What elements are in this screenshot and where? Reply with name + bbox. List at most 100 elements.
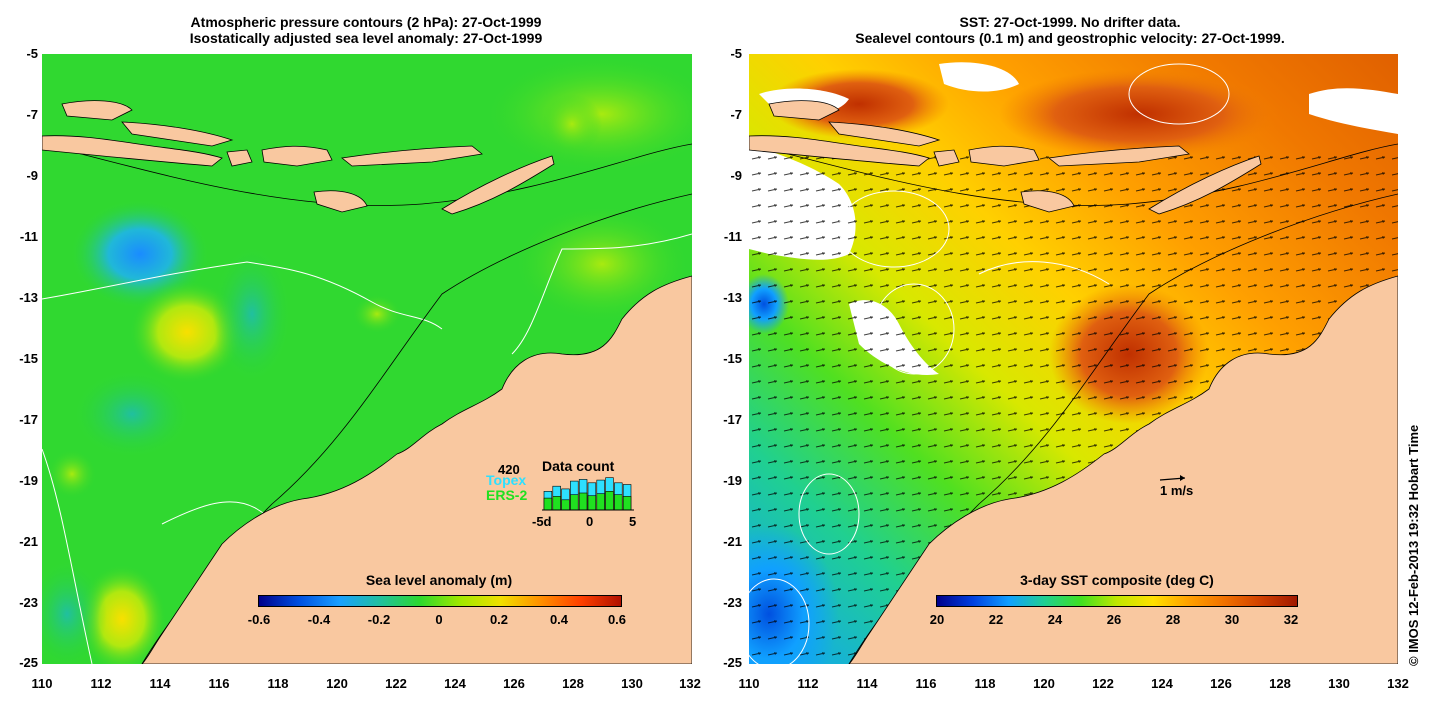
anomaly-lime-patch bbox=[352, 294, 402, 334]
topex-legend: Topex bbox=[486, 472, 527, 488]
anomaly-tick: -0.2 bbox=[367, 612, 391, 627]
sst-tick: 22 bbox=[988, 612, 1004, 627]
sst-tick: 32 bbox=[1283, 612, 1299, 627]
land-north-island bbox=[121, 121, 234, 147]
anomaly-colorbar: Sea level anomaly (m) -0.6 -0.4 -0.2 0 0… bbox=[248, 572, 626, 632]
lon-tick-label: 110 bbox=[31, 676, 53, 691]
ers2-count-bar bbox=[578, 492, 588, 511]
data-count-inset: 420 Topex ERS-2 Data count -5d 0 5 bbox=[482, 458, 642, 532]
ers2-legend: ERS-2 bbox=[486, 487, 528, 503]
land-sumbawa bbox=[968, 145, 1040, 167]
land-sumba bbox=[313, 190, 368, 213]
land-north-island bbox=[768, 100, 840, 121]
lat-tick-label: -9 bbox=[730, 168, 742, 183]
lon-tick-label: 130 bbox=[621, 676, 643, 691]
lat-tick-label: -9 bbox=[26, 168, 38, 183]
ers2-count-bar bbox=[622, 496, 632, 511]
lon-tick-label: 128 bbox=[1269, 676, 1291, 691]
lat-tick-label: -13 bbox=[723, 290, 742, 305]
sea-level-contour bbox=[838, 190, 950, 268]
anomaly-lime-patch bbox=[542, 94, 602, 154]
lon-tick-label: 114 bbox=[856, 676, 878, 691]
lat-tick-label: -21 bbox=[19, 534, 38, 549]
land-north-island bbox=[828, 121, 941, 147]
land-lombok bbox=[226, 149, 253, 167]
sea-level-contour bbox=[873, 283, 955, 375]
sst-tick: 28 bbox=[1165, 612, 1181, 627]
sst-warm-patch bbox=[769, 69, 949, 139]
pressure-contour bbox=[511, 233, 692, 355]
lon-tick-label: 122 bbox=[385, 676, 407, 691]
histogram-tick-label: 5 bbox=[629, 514, 637, 529]
histogram-tick-label: 0 bbox=[586, 514, 594, 529]
lon-tick-label: 122 bbox=[1092, 676, 1114, 691]
data-count-title: Data count bbox=[542, 458, 615, 474]
lat-tick-label: -19 bbox=[19, 473, 38, 488]
right-title-line2: Sealevel contours (0.1 m) and geostrophi… bbox=[855, 30, 1285, 46]
data-count-histogram bbox=[542, 477, 634, 511]
anomaly-colorbar-label: Sea level anomaly (m) bbox=[365, 572, 513, 588]
lon-tick-label: 128 bbox=[562, 676, 584, 691]
lon-tick-label: 124 bbox=[444, 676, 466, 691]
sst-tick: 20 bbox=[929, 612, 945, 627]
land-timor bbox=[1148, 155, 1262, 215]
lon-tick-label: 112 bbox=[90, 676, 112, 691]
sea-level-contour bbox=[749, 578, 810, 664]
anomaly-teal-patch bbox=[212, 244, 292, 384]
lon-tick-label: 120 bbox=[326, 676, 348, 691]
lat-tick-label: -23 bbox=[723, 595, 742, 610]
anomaly-tick: 0 bbox=[435, 612, 443, 627]
lat-tick-label: -25 bbox=[723, 655, 742, 670]
ers2-count-bar bbox=[614, 494, 623, 511]
sea-level-anomaly-map bbox=[42, 54, 692, 664]
ers2-count-bar bbox=[605, 490, 614, 511]
lon-tick-label: 132 bbox=[1387, 676, 1409, 691]
lon-tick-label: 116 bbox=[208, 676, 230, 691]
sst-tick: 30 bbox=[1224, 612, 1240, 627]
sst-tick: 26 bbox=[1106, 612, 1122, 627]
lon-tick-label: 126 bbox=[503, 676, 525, 691]
lat-tick-label: -17 bbox=[19, 412, 38, 427]
sea-level-contour bbox=[798, 473, 860, 555]
lon-tick-label: 124 bbox=[1151, 676, 1173, 691]
bathymetry-contour bbox=[749, 143, 1398, 206]
lon-tick-label: 114 bbox=[149, 676, 171, 691]
anomaly-teal-patch bbox=[72, 369, 192, 459]
ers2-count-bar bbox=[543, 497, 553, 511]
right-title-line1: SST: 27-Oct-1999. No drifter data. bbox=[959, 14, 1181, 30]
bathymetry-contour bbox=[42, 143, 692, 206]
anomaly-tick: -0.4 bbox=[307, 612, 331, 627]
pressure-contour bbox=[42, 261, 443, 330]
sst-colorbar-label: 3-day SST composite (deg C) bbox=[1020, 572, 1214, 588]
anomaly-color-ramp bbox=[258, 595, 622, 607]
sea-level-contour bbox=[1128, 63, 1230, 125]
histogram-tick-label: -5d bbox=[532, 514, 552, 529]
ers2-count-bar bbox=[570, 494, 579, 511]
velocity-scale-label: 1 m/s bbox=[1160, 483, 1194, 498]
lat-tick-label: -19 bbox=[723, 473, 742, 488]
anomaly-lime-patch bbox=[47, 449, 97, 499]
anomaly-tick: 0.4 bbox=[549, 612, 569, 627]
anomaly-teal-patch bbox=[42, 559, 107, 664]
no-data-cloud bbox=[1309, 88, 1398, 134]
land-sumba bbox=[1020, 190, 1075, 213]
left-title-line2: Isostatically adjusted sea level anomaly… bbox=[189, 30, 543, 46]
lat-tick-label: -15 bbox=[19, 351, 38, 366]
lon-tick-label: 110 bbox=[738, 676, 760, 691]
left-title: Atmospheric pressure contours (2 hPa): 2… bbox=[40, 14, 692, 46]
ers2-count-bar bbox=[596, 493, 605, 511]
land-java-bali bbox=[749, 135, 930, 167]
land-lombok bbox=[933, 149, 960, 167]
sea-level-contour bbox=[978, 261, 1110, 285]
lat-tick-label: -23 bbox=[19, 595, 38, 610]
anomaly-tick: 0.2 bbox=[489, 612, 509, 627]
lon-tick-label: 130 bbox=[1328, 676, 1350, 691]
land-flores bbox=[1048, 145, 1190, 167]
lon-tick-label: 120 bbox=[1033, 676, 1055, 691]
ers2-count-bar bbox=[587, 495, 597, 511]
lon-tick-label: 112 bbox=[797, 676, 819, 691]
lon-tick-label: 118 bbox=[974, 676, 996, 691]
land-timor bbox=[441, 155, 555, 215]
lat-tick-label: -25 bbox=[19, 655, 38, 670]
sst-colorbar: 3-day SST composite (deg C) 20 22 24 26 … bbox=[930, 572, 1298, 632]
